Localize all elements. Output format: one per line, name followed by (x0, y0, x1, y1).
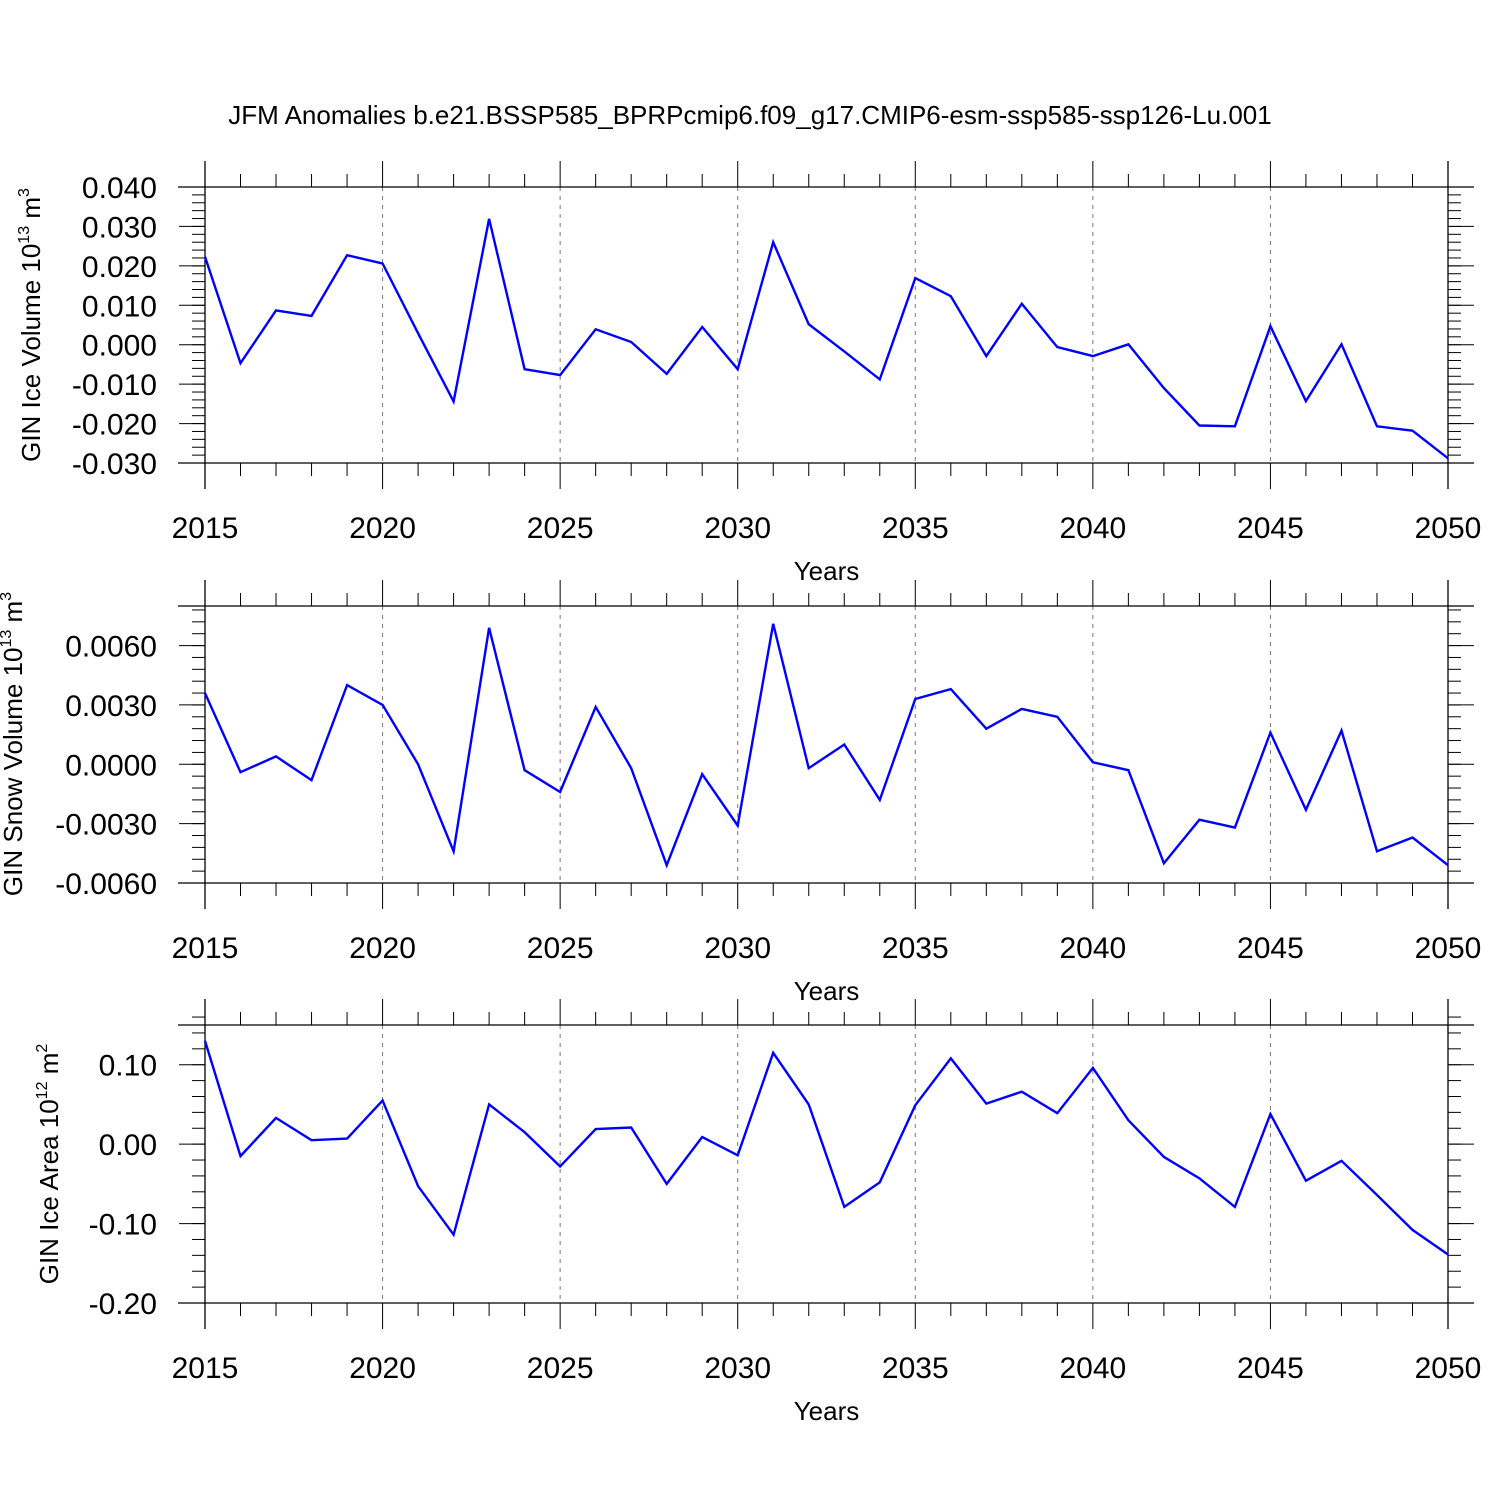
y-tick-label: -0.0030 (55, 809, 157, 842)
x-tick-label: 2045 (1237, 1352, 1304, 1385)
panel-2: 2015 2020 2025 2030 2035 2040 2045 2050 -0.0060 -… (0, 580, 1481, 1006)
y-tick-label: 0.030 (82, 211, 157, 244)
panel-1: 2015 2020 2025 2030 2035 2040 2045 2050 -0.030 -0… (16, 161, 1481, 586)
x-tick-label: 2030 (704, 1352, 771, 1385)
x-tick-label: 2050 (1415, 512, 1482, 545)
x-tick-label: 2035 (882, 512, 949, 545)
x-tick-label: 2030 (704, 512, 771, 545)
x-tick-label: 2045 (1237, 932, 1304, 965)
x-tick-label: 2040 (1059, 932, 1126, 965)
x-axis-label: Years (794, 976, 860, 1006)
series-line (203, 623, 1449, 869)
x-tick-label: 2025 (527, 512, 594, 545)
x-tick-label: 2035 (882, 1352, 949, 1385)
y-axis-label: GIN Ice Area 1012 m2 (34, 1044, 64, 1285)
y-tick-label: 0.040 (82, 172, 157, 205)
x-tick-label: 2040 (1059, 512, 1126, 545)
x-tick-label: 2020 (349, 512, 416, 545)
x-tick-label: 2050 (1415, 1352, 1482, 1385)
y-tick-label: -0.20 (89, 1288, 157, 1321)
y-tick-label: 0.00 (99, 1129, 157, 1162)
y-axis-label: GIN Ice Volume 1013 m3 (16, 188, 46, 462)
x-axis-label: Years (794, 556, 860, 586)
x-tick-label: 2030 (704, 932, 771, 965)
x-tick-label: 2015 (172, 932, 239, 965)
x-tick-label: 2050 (1415, 932, 1482, 965)
x-tick-label: 2045 (1237, 512, 1304, 545)
y-tick-label: -0.010 (72, 369, 157, 402)
series-line (203, 1040, 1449, 1256)
panel-3: 2015 2020 2025 2030 2035 2040 2045 2050 -0.20 -0.… (34, 999, 1481, 1426)
x-tick-label: 2025 (527, 932, 594, 965)
figure-title: JFM Anomalies b.e21.BSSP585_BPRPcmip6.f0… (228, 100, 1271, 130)
y-tick-label: 0.10 (99, 1050, 157, 1083)
series-line (203, 218, 1449, 460)
x-tick-label: 2015 (172, 1352, 239, 1385)
x-tick-label: 2020 (349, 1352, 416, 1385)
x-tick-label: 2025 (527, 1352, 594, 1385)
y-tick-label: 0.000 (82, 330, 157, 363)
y-tick-label: 0.010 (82, 290, 157, 323)
x-tick-label: 2015 (172, 512, 239, 545)
y-tick-label: 0.020 (82, 251, 157, 284)
y-tick-label: 0.0060 (65, 631, 157, 664)
y-tick-label: -0.030 (72, 448, 157, 481)
y-axis-label: GIN Snow Volume 1013 m3 (0, 592, 28, 896)
x-tick-label: 2020 (349, 932, 416, 965)
y-tick-label: -0.0060 (55, 868, 157, 901)
y-tick-label: -0.020 (72, 409, 157, 442)
x-tick-label: 2035 (882, 932, 949, 965)
y-tick-label: -0.10 (89, 1209, 157, 1242)
y-tick-label: 0.0030 (65, 690, 157, 723)
y-tick-label: 0.0000 (65, 749, 157, 782)
x-tick-label: 2040 (1059, 1352, 1126, 1385)
x-axis-label: Years (794, 1396, 860, 1426)
